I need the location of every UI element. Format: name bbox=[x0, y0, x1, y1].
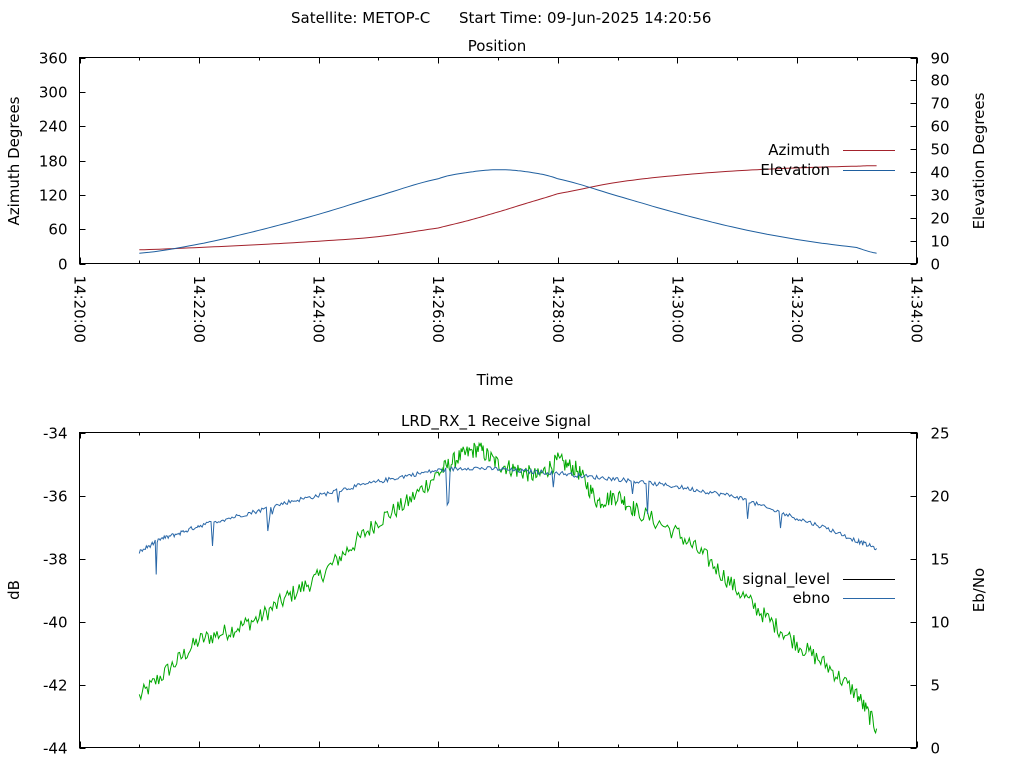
x-tick-label: 14:22:00 bbox=[190, 276, 208, 343]
y2-tick-label: 25 bbox=[931, 425, 950, 443]
position-plot-area: 0 60 120 180 240 300 360 0 10 20 30 40 50 60 70 80 90 14:… bbox=[39, 50, 950, 343]
position-x-axis-label: Time bbox=[476, 371, 514, 389]
x-tick-label: 14:24:00 bbox=[310, 276, 328, 343]
x-tick-label: 14:30:00 bbox=[668, 276, 686, 343]
y-tick-label: 0 bbox=[58, 256, 68, 274]
y2-tick-label: 40 bbox=[931, 164, 950, 182]
y2-tick-label: 20 bbox=[931, 488, 950, 506]
position-y2-axis-label: Elevation Degrees bbox=[970, 92, 988, 229]
series-line-elevation bbox=[139, 169, 877, 254]
y2-tick-label: 10 bbox=[931, 614, 950, 632]
y2-tick-label: 10 bbox=[931, 233, 950, 251]
y-tick-label: -34 bbox=[43, 425, 68, 443]
y2-tick-label: 60 bbox=[931, 118, 950, 136]
y2-tick-label: 70 bbox=[931, 95, 950, 113]
y-tick-label: 120 bbox=[39, 187, 68, 205]
legend-label: Elevation bbox=[760, 161, 830, 179]
y-tick-label: -44 bbox=[43, 740, 68, 758]
legend-label: ebno bbox=[793, 589, 830, 607]
y2-tick-label: 0 bbox=[931, 740, 941, 758]
y-tick-label: 300 bbox=[39, 84, 68, 102]
x-tick-label: 14:32:00 bbox=[788, 276, 806, 343]
y-tick-label: 360 bbox=[39, 50, 68, 68]
x-tick-label: 14:26:00 bbox=[429, 276, 447, 343]
y-tick-label: -40 bbox=[43, 614, 68, 632]
y2-tick-label: 0 bbox=[931, 256, 941, 274]
signal-y-axis-label: dB bbox=[5, 580, 23, 600]
signal-y2-axis-label: Eb/No bbox=[970, 568, 988, 612]
x-tick-label: 14:20:00 bbox=[71, 276, 89, 343]
satellite-label: Satellite: METOP-C bbox=[291, 9, 430, 27]
signal-chart-title: LRD_RX_1 Receive Signal bbox=[401, 412, 591, 431]
y-tick-label: -38 bbox=[43, 551, 68, 569]
x-tick-label: 14:28:00 bbox=[549, 276, 567, 343]
y2-tick-label: 80 bbox=[931, 72, 950, 90]
series-line-azimuth bbox=[139, 165, 877, 251]
y-tick-label: 180 bbox=[39, 153, 68, 171]
y2-tick-label: 30 bbox=[931, 187, 950, 205]
start-time-label: Start Time: 09-Jun-2025 14:20:56 bbox=[459, 9, 711, 27]
legend-label: Azimuth bbox=[768, 141, 830, 159]
y2-tick-label: 20 bbox=[931, 210, 950, 228]
y2-tick-label: 50 bbox=[931, 141, 950, 159]
y-tick-label: -36 bbox=[43, 488, 68, 506]
position-chart-title: Position bbox=[468, 37, 526, 55]
y-tick-label: 60 bbox=[48, 221, 67, 239]
y-tick-label: -42 bbox=[43, 677, 68, 695]
y-tick-label: 240 bbox=[39, 118, 68, 136]
series-line-signal-level bbox=[138, 441, 878, 735]
x-tick-label: 14:34:00 bbox=[908, 276, 926, 343]
y2-tick-label: 5 bbox=[931, 677, 941, 695]
signal-plot-frame bbox=[79, 432, 917, 748]
legend-label: signal_level bbox=[742, 570, 830, 589]
series-line-ebno bbox=[138, 466, 877, 575]
position-y-axis-label: Azimuth Degrees bbox=[5, 96, 23, 225]
signal-plot-area: -44 -42 -40 -38 -36 -34 0 5 10 15 20 25 signal_level… bbox=[43, 425, 950, 758]
y2-tick-label: 15 bbox=[931, 551, 950, 569]
y2-tick-label: 90 bbox=[931, 50, 950, 68]
